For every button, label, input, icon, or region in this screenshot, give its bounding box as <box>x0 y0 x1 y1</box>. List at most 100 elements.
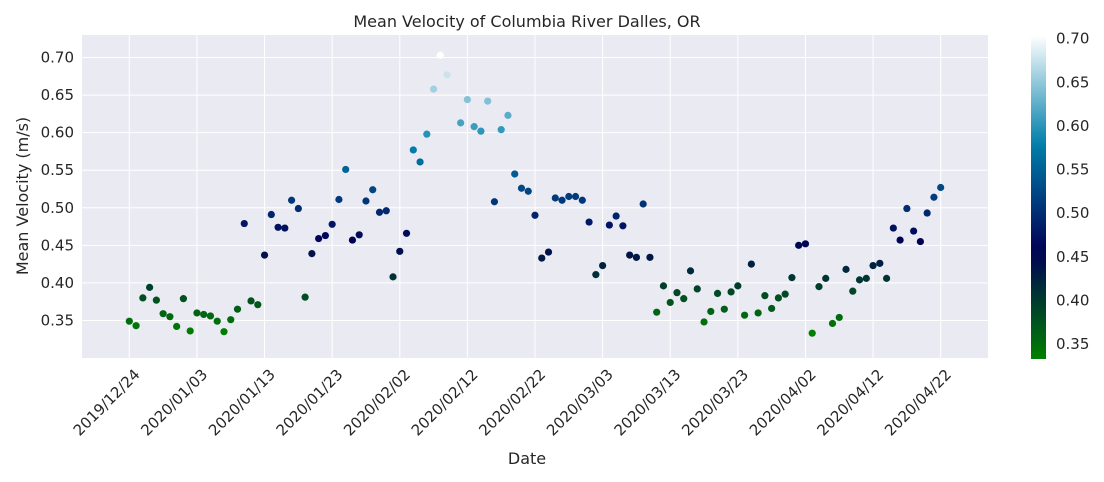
data-point <box>788 274 796 282</box>
data-point <box>828 319 837 328</box>
data-point <box>315 234 323 243</box>
data-point <box>348 236 357 244</box>
data-point <box>659 282 668 290</box>
data-point <box>916 237 924 246</box>
data-point <box>152 296 160 304</box>
y-tick-label: 0.50 <box>41 199 74 217</box>
data-point <box>186 327 194 335</box>
data-point <box>700 318 708 326</box>
data-point <box>720 305 728 313</box>
x-tick-labels: 2019/12/242020/01/032020/01/132020/01/23… <box>70 366 955 440</box>
grid-lines <box>82 35 988 358</box>
data-point <box>321 231 330 240</box>
data-point <box>619 222 627 230</box>
data-point <box>869 262 877 270</box>
data-point <box>220 328 228 336</box>
data-point <box>260 251 269 259</box>
data-point <box>132 322 140 330</box>
data-point <box>795 241 803 249</box>
data-point <box>409 146 417 154</box>
data-point <box>443 71 451 79</box>
x-axis-label: Date <box>508 449 546 468</box>
data-point <box>504 111 512 119</box>
data-point <box>855 276 864 284</box>
x-tick-label: 2019/12/24 <box>70 366 144 440</box>
data-point <box>801 240 810 248</box>
data-point <box>815 283 823 291</box>
x-tick-label: 2020/03/23 <box>678 366 752 440</box>
data-point <box>416 158 424 166</box>
data-point <box>592 271 600 279</box>
x-tick-label: 2020/03/13 <box>611 366 685 440</box>
data-point <box>159 310 167 318</box>
data-point <box>571 192 580 201</box>
data-point <box>734 282 742 290</box>
data-point <box>511 170 519 178</box>
data-point <box>849 287 857 295</box>
data-point <box>680 295 688 303</box>
data-point <box>125 317 133 325</box>
data-point <box>423 130 431 138</box>
data-point <box>287 196 296 204</box>
data-point <box>551 194 559 202</box>
data-point <box>457 119 465 127</box>
data-point <box>254 301 262 309</box>
data-point <box>301 293 309 301</box>
data-point <box>693 285 701 293</box>
data-point <box>653 308 661 316</box>
y-tick-label: 0.40 <box>41 274 74 292</box>
data-point <box>612 212 620 220</box>
data-point <box>646 253 654 261</box>
data-point <box>308 249 316 258</box>
data-point <box>768 304 776 313</box>
y-tick-label: 0.65 <box>41 86 74 104</box>
data-point <box>200 310 208 319</box>
data-point <box>490 198 499 206</box>
colorbar-tick-label: 0.55 <box>1056 161 1089 179</box>
data-point <box>477 127 485 135</box>
x-tick-label: 2020/01/03 <box>137 366 211 440</box>
data-point <box>707 307 715 316</box>
data-point <box>544 248 553 256</box>
data-point <box>632 253 641 261</box>
data-point <box>389 273 397 281</box>
data-point <box>146 283 154 291</box>
data-point <box>774 294 783 302</box>
data-point <box>740 311 749 319</box>
data-point <box>362 197 370 205</box>
data-point <box>517 184 526 192</box>
data-point <box>355 231 363 239</box>
colorbar-tick-label: 0.40 <box>1056 292 1089 310</box>
data-point <box>173 322 181 331</box>
colorbar-tick-label: 0.35 <box>1056 335 1089 353</box>
data-point <box>558 196 566 204</box>
chart-title: Mean Velocity of Columbia River Dalles, … <box>353 12 700 31</box>
y-tick-label: 0.35 <box>41 311 74 329</box>
data-point <box>910 227 918 235</box>
data-point <box>166 313 174 321</box>
data-point <box>639 200 647 208</box>
data-point <box>882 274 891 282</box>
data-point <box>761 292 769 300</box>
x-tick-label: 2020/04/22 <box>881 366 955 440</box>
data-point <box>842 265 850 273</box>
data-point <box>402 229 411 237</box>
colorbar-tick-label: 0.65 <box>1056 73 1089 91</box>
data-point <box>294 204 302 213</box>
data-point <box>335 195 343 204</box>
data-point <box>240 219 248 228</box>
data-point <box>822 274 830 282</box>
data-point <box>585 218 593 226</box>
data-point <box>213 317 221 325</box>
data-point <box>463 96 471 104</box>
data-point <box>524 187 532 195</box>
y-axis-label: Mean Velocity (m/s) <box>13 117 32 275</box>
data-point <box>436 51 444 59</box>
colorbar-tick-label: 0.60 <box>1056 117 1089 135</box>
data-point <box>781 290 789 298</box>
data-point <box>328 220 336 228</box>
data-point <box>930 193 938 201</box>
colorbar-tick-label: 0.50 <box>1056 204 1089 222</box>
data-point <box>923 209 931 217</box>
data-point <box>605 221 613 229</box>
